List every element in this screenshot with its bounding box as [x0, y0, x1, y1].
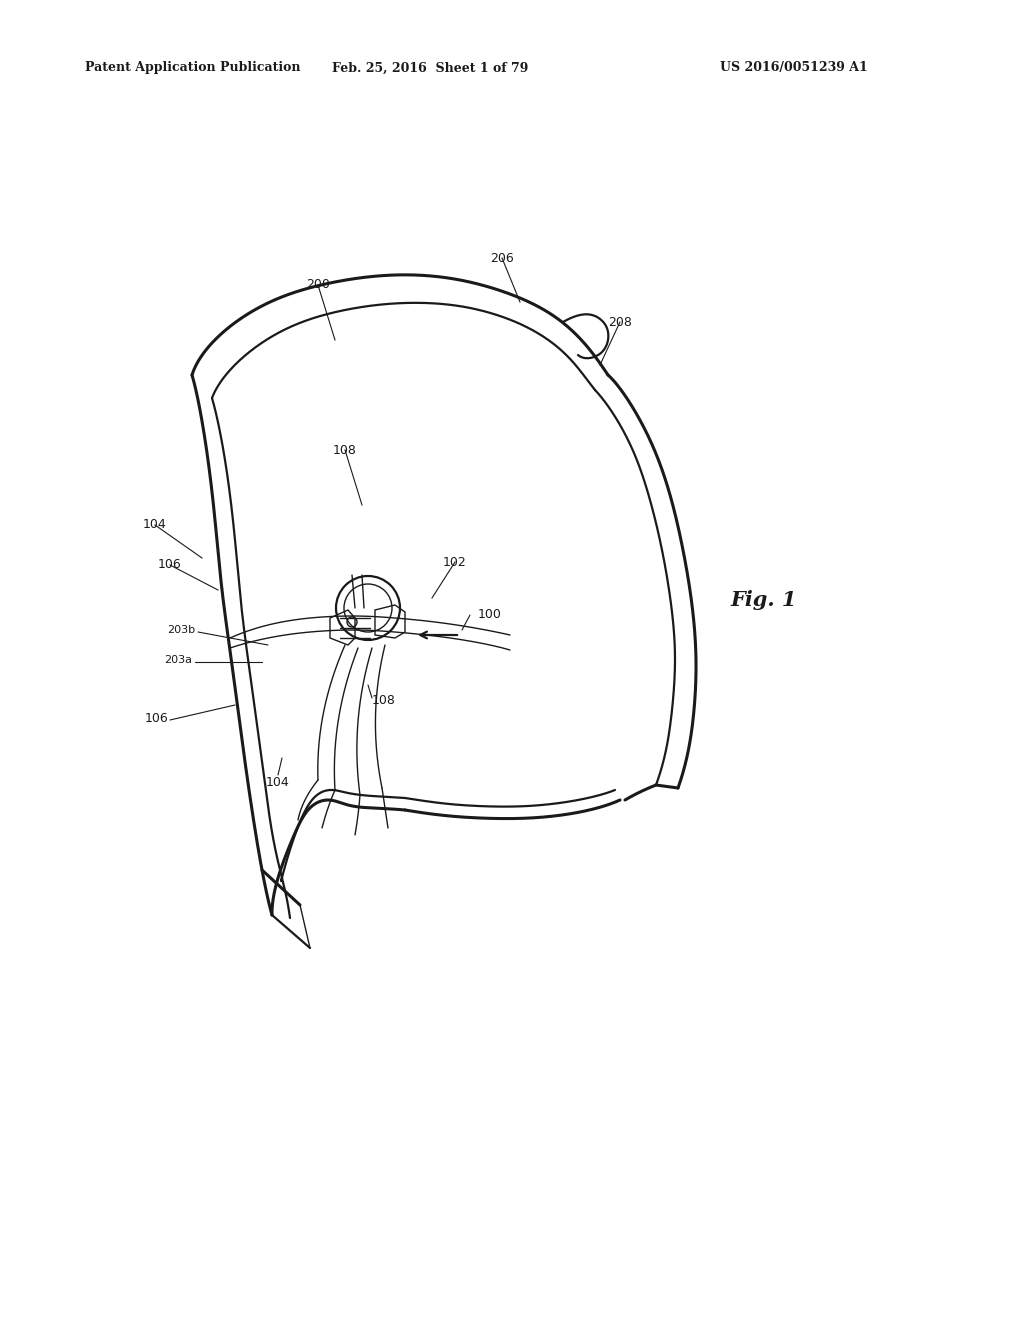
Text: 106: 106: [144, 711, 168, 725]
Text: 208: 208: [608, 315, 632, 329]
Text: 108: 108: [333, 444, 357, 457]
Text: Feb. 25, 2016  Sheet 1 of 79: Feb. 25, 2016 Sheet 1 of 79: [332, 62, 528, 74]
Text: 102: 102: [443, 556, 467, 569]
Text: 200: 200: [306, 279, 330, 292]
Text: 206: 206: [490, 252, 514, 264]
Text: 106: 106: [158, 558, 182, 572]
Text: 100: 100: [478, 609, 502, 622]
Text: US 2016/0051239 A1: US 2016/0051239 A1: [720, 62, 867, 74]
Text: 104: 104: [266, 776, 290, 788]
Text: 203a: 203a: [164, 655, 193, 665]
Text: 203b: 203b: [167, 624, 195, 635]
Text: Patent Application Publication: Patent Application Publication: [85, 62, 300, 74]
Text: 104: 104: [143, 519, 167, 532]
Text: Fig. 1: Fig. 1: [730, 590, 797, 610]
Text: 108: 108: [372, 693, 396, 706]
